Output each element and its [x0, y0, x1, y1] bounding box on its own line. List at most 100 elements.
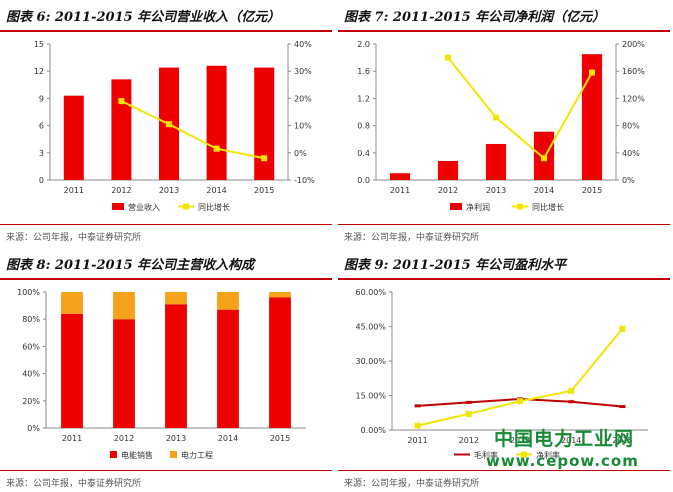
x-tick-label: 2012 — [111, 186, 131, 195]
growth-point — [445, 54, 451, 61]
legend-label: 同比增长 — [532, 202, 564, 212]
chart-source: 来源：公司年报，中泰证券研究所 — [6, 233, 142, 243]
legend-label: 同比增长 — [198, 202, 230, 212]
bar-power-engineering — [113, 292, 135, 320]
net-profit-chart: 0.0 0.4 0.8 1.2 1.6 2.0 0% 40% 80% 120% 160% 200% 20… — [357, 40, 645, 212]
y-tick-label-left: 0 — [39, 176, 44, 185]
net-margin-point — [414, 422, 421, 429]
chart-panel-revenue-composition: 图表 8: 2011-2015 年公司主营收入构成 0% 20% 40% 60% 80%… — [0, 254, 332, 492]
x-tick-label: 2012 — [459, 436, 479, 445]
chart-title: 图表 8: 2011-2015 年公司主营收入构成 — [0, 254, 332, 280]
growth-point — [118, 98, 125, 105]
y-tick-label-right: 160% — [622, 67, 645, 76]
x-tick-label: 2011 — [390, 186, 410, 195]
chart-panel-revenue: 图表 6: 2011-2015 年公司营业收入（亿元） 0 3 6 9 12 15 -10%… — [0, 6, 332, 246]
bar-electricity-sales — [165, 304, 187, 428]
legend-swatch — [170, 451, 177, 458]
bar — [437, 160, 459, 180]
watermark-url: www.cepow.com — [486, 452, 639, 470]
chart-panel-profitability: 图表 9: 2011-2015 年公司盈利水平 0.00% 15.00% 30.00… — [338, 254, 670, 492]
divider — [0, 470, 332, 471]
bar-power-engineering — [61, 292, 83, 314]
y-tick-label-left: 0% — [27, 424, 40, 433]
x-tick-label: 2014 — [218, 434, 238, 443]
legend-label: 毛利率 — [474, 450, 498, 460]
y-tick-label-right: 20% — [294, 94, 312, 103]
x-tick-label: 2015 — [254, 186, 274, 195]
legend-label: 营业收入 — [128, 202, 160, 212]
x-tick-label: 2013 — [159, 186, 179, 195]
legend-swatch-bar — [450, 203, 462, 210]
bar-power-engineering — [269, 292, 291, 298]
bar — [63, 95, 84, 180]
bar-electricity-sales — [269, 297, 291, 428]
profitability-chart: 0.00% 15.00% 30.00% 45.00% 60.00% 2011 2012 201… — [355, 288, 648, 460]
chart-source: 来源：公司年报，中泰证券研究所 — [6, 479, 142, 489]
y-tick-label-left: 30.00% — [355, 357, 386, 366]
growth-point — [589, 69, 595, 76]
net-margin-point — [568, 387, 575, 394]
legend-label: 电能销售 — [121, 450, 153, 460]
y-tick-label-left: 0.4 — [357, 149, 370, 158]
y-tick-label-right: 0% — [294, 149, 307, 158]
legend-swatch — [110, 451, 117, 458]
divider — [0, 224, 332, 225]
x-tick-label: 2011 — [407, 436, 427, 445]
revenue-composition-chart: 0% 20% 40% 60% 80% 100% 2011 2012 2013 2014 2015 电能… — [17, 288, 306, 460]
x-tick-label: 2012 — [114, 434, 134, 443]
y-tick-label-right: 80% — [622, 122, 640, 131]
net-margin-point — [517, 398, 523, 405]
y-tick-label-left: 0.0 — [357, 176, 370, 185]
bar — [389, 173, 411, 180]
y-tick-label-left: 12 — [34, 67, 44, 76]
y-tick-label-left: 0.8 — [357, 122, 370, 131]
x-tick-label: 2011 — [62, 434, 82, 443]
y-tick-label-right: 10% — [294, 122, 312, 131]
y-tick-label-left: 40% — [22, 370, 40, 379]
watermark-title: 中国电力工业网 — [494, 428, 635, 450]
legend-swatch-bar — [112, 203, 124, 210]
net-margin-line — [417, 328, 624, 427]
chart-title: 图表 6: 2011-2015 年公司营业收入（亿元） — [0, 6, 332, 32]
y-tick-label-left: 15 — [34, 40, 44, 49]
bar-power-engineering — [165, 292, 187, 305]
bar-electricity-sales — [217, 309, 239, 428]
y-tick-label-right: 30% — [294, 67, 312, 76]
y-tick-label-left: 15.00% — [355, 392, 386, 401]
x-tick-label: 2014 — [206, 186, 226, 195]
bar — [581, 54, 603, 181]
y-tick-label-right: 0% — [622, 176, 635, 185]
chart-title: 图表 7: 2011-2015 年公司净利润（亿元） — [338, 6, 670, 32]
chart-panel-net-profit: 图表 7: 2011-2015 年公司净利润（亿元） 0.0 0.4 0.8 1.2 1… — [338, 6, 670, 246]
x-tick-label: 2013 — [166, 434, 186, 443]
net-margin-point — [619, 325, 626, 332]
y-tick-label-left: 45.00% — [355, 323, 386, 332]
bar — [206, 65, 227, 180]
growth-point — [213, 145, 220, 152]
y-tick-label-left: 9 — [39, 94, 44, 103]
legend-swatch-marker — [521, 451, 527, 458]
legend-label: 净利润 — [466, 202, 490, 212]
bar-power-engineering — [217, 292, 239, 310]
growth-line — [120, 100, 265, 160]
x-tick-label: 2011 — [64, 186, 84, 195]
y-tick-label-left: 1.2 — [357, 94, 370, 103]
bar — [111, 79, 132, 180]
legend-label: 电力工程 — [181, 450, 213, 460]
y-tick-label-left: 1.6 — [357, 67, 370, 76]
x-tick-label: 2015 — [582, 186, 602, 195]
y-tick-label-left: 0.00% — [361, 426, 387, 435]
revenue-chart: 0 3 6 9 12 15 -10% 0% 10% 20% 30% 40% 2011 2012 2013 20… — [34, 40, 315, 212]
y-tick-label-right: 120% — [622, 94, 645, 103]
x-tick-label: 2015 — [270, 434, 290, 443]
y-tick-label-left: 6 — [39, 122, 44, 131]
bar-electricity-sales — [113, 319, 135, 428]
chart-title: 图表 9: 2011-2015 年公司盈利水平 — [338, 254, 670, 280]
x-tick-label: 2014 — [534, 186, 554, 195]
bar-electricity-sales — [61, 313, 83, 428]
y-tick-label-left: 80% — [22, 315, 40, 324]
y-tick-label-right: 40% — [294, 40, 312, 49]
legend-swatch-marker — [183, 203, 189, 210]
y-tick-label-left: 2.0 — [357, 40, 370, 49]
y-tick-label-left: 100% — [17, 288, 40, 297]
